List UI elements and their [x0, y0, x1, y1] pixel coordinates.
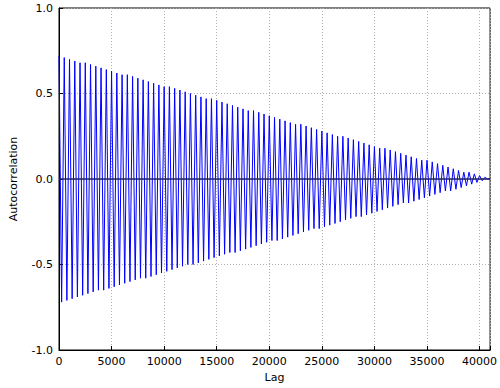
svg-text:0.0: 0.0 — [36, 173, 54, 186]
svg-text:15000: 15000 — [199, 355, 234, 368]
svg-text:35000: 35000 — [410, 355, 445, 368]
svg-text:0: 0 — [56, 355, 63, 368]
svg-text:-0.5: -0.5 — [32, 258, 53, 271]
svg-text:10000: 10000 — [147, 355, 182, 368]
svg-text:40000: 40000 — [462, 355, 497, 368]
svg-text:5000: 5000 — [98, 355, 126, 368]
svg-text:0.5: 0.5 — [36, 87, 54, 100]
svg-text:20000: 20000 — [252, 355, 287, 368]
svg-text:1.0: 1.0 — [36, 2, 54, 15]
svg-text:25000: 25000 — [304, 355, 339, 368]
svg-text:-1.0: -1.0 — [32, 344, 53, 357]
svg-text:30000: 30000 — [357, 355, 392, 368]
svg-text:Autocorrelation: Autocorrelation — [7, 137, 20, 222]
svg-text:Lag: Lag — [265, 371, 285, 384]
